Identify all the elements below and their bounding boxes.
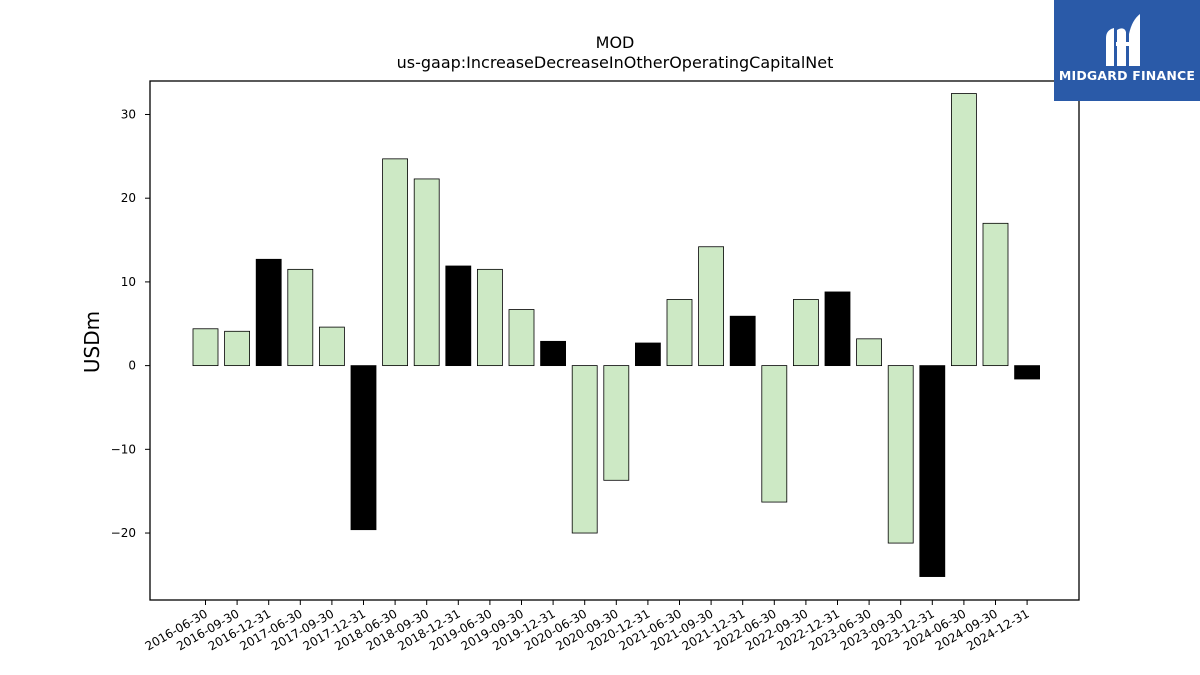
bar-2018-12-31 xyxy=(445,265,472,367)
bar-2021-06-30 xyxy=(666,299,693,367)
bar-2016-12-31 xyxy=(255,258,282,367)
bar-2023-12-31 xyxy=(919,365,946,577)
bar-2019-06-30 xyxy=(476,268,503,367)
y-tick-label: 10 xyxy=(121,275,136,289)
plot-frame xyxy=(149,80,1080,601)
bar-2020-06-30 xyxy=(571,365,598,534)
bar-2017-12-31 xyxy=(350,365,377,531)
bar-2022-09-30 xyxy=(793,299,819,367)
bar-2024-12-31 xyxy=(1014,365,1040,380)
bar-2023-06-30 xyxy=(856,338,882,367)
bar-2018-09-30 xyxy=(413,178,440,367)
bar-2018-06-30 xyxy=(382,158,409,367)
bar-2016-06-30 xyxy=(192,328,219,367)
bars-layer xyxy=(192,93,1040,577)
y-tick-label: −10 xyxy=(111,442,136,456)
y-tick-label: 20 xyxy=(121,191,136,205)
bar-2024-09-30 xyxy=(982,222,1009,367)
bar-2017-09-30 xyxy=(318,326,345,367)
bar-2021-12-31 xyxy=(729,315,756,367)
y-axis-ticks: −20 −10 0 10 20 30 xyxy=(111,107,150,540)
brand-name: MIDGARD FINANCE xyxy=(1058,68,1196,83)
chart-title: MOD xyxy=(596,33,635,52)
bar-2016-09-30 xyxy=(224,330,251,367)
bar-2024-06-30 xyxy=(951,93,977,367)
y-tick-label: 0 xyxy=(128,359,136,373)
y-tick-label: 30 xyxy=(121,107,136,121)
bar-2019-12-31 xyxy=(540,340,566,367)
bar-2023-09-30 xyxy=(887,365,914,544)
brand-logo: MIDGARD FINANCE xyxy=(1054,0,1200,101)
bar-2017-06-30 xyxy=(287,268,314,367)
y-tick-label: −20 xyxy=(111,526,136,540)
x-axis-ticks: 2016-06-302016-09-302016-12-312017-06-30… xyxy=(143,600,1032,653)
bar-2019-09-30 xyxy=(508,309,535,367)
bar-2022-06-30 xyxy=(761,365,788,503)
bar-2022-12-31 xyxy=(824,291,851,367)
bar-2020-12-31 xyxy=(635,342,661,367)
bar-2021-09-30 xyxy=(698,246,724,367)
midgard-logo-icon xyxy=(1106,14,1140,66)
bar-2020-09-30 xyxy=(603,365,630,481)
y-axis-label: USDm xyxy=(80,311,104,373)
chart-subtitle: us-gaap:IncreaseDecreaseInOtherOperating… xyxy=(397,53,834,72)
